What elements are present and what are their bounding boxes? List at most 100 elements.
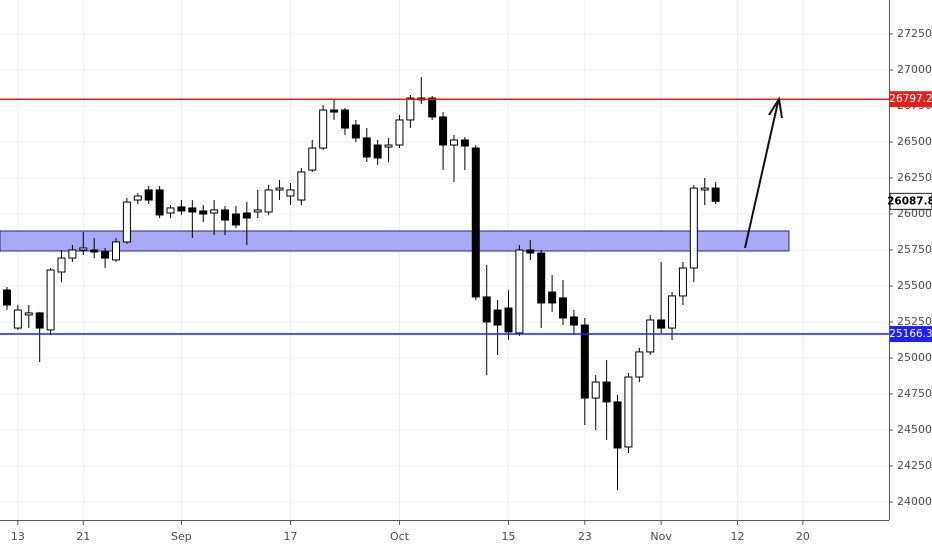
candle-body: [210, 209, 219, 214]
candle-body: [602, 381, 611, 403]
candle-body: [264, 189, 273, 213]
x-tick-label: 17: [283, 530, 297, 543]
y-tick-label: 26250.0: [897, 171, 932, 184]
candle-body: [90, 249, 99, 253]
candle-body: [515, 249, 524, 334]
x-tick-label: 23: [578, 530, 592, 543]
x-tick-label: 15: [501, 530, 515, 543]
x-tick-label: Oct: [390, 530, 410, 543]
price-labels: 26797.2 25166.3 26087.8: [887, 91, 932, 343]
grid: [0, 0, 889, 520]
y-tick-label: 27250.0: [897, 27, 932, 40]
candle-body: [68, 249, 77, 259]
candle-body: [133, 195, 142, 201]
y-tick-label: 25500.0: [897, 279, 932, 292]
candle-body: [384, 144, 393, 148]
candle-body: [112, 241, 121, 261]
candle-body: [613, 401, 622, 449]
zone-layer: [0, 230, 790, 252]
y-tick-label: 24000.0: [897, 495, 932, 508]
x-tick-label: 20: [796, 530, 810, 543]
candle-body: [24, 312, 33, 316]
candle-body: [13, 309, 22, 329]
candle-body: [624, 376, 633, 448]
last-price-label: 26087.8: [887, 195, 932, 207]
candle-body: [646, 319, 655, 353]
price-label: 26797.2: [889, 93, 932, 105]
x-tick-label: Sep: [171, 530, 192, 543]
candle-body: [46, 269, 55, 331]
y-tick-label: 25000.0: [897, 351, 932, 364]
candle-body: [2, 289, 11, 306]
price-label-box: [890, 91, 932, 108]
candle-body: [569, 316, 578, 326]
candle-body: [439, 116, 448, 146]
candle-body: [362, 137, 371, 158]
y-tick-label: 27000.0: [897, 63, 932, 76]
candle-body: [504, 307, 513, 333]
arrow-head: [768, 96, 783, 119]
y-tick-label: 25750.0: [897, 243, 932, 256]
candles: [2, 77, 720, 491]
candle-body: [166, 207, 175, 214]
candle-body: [635, 351, 644, 378]
price-label-box: [890, 326, 932, 343]
candle-body: [668, 295, 677, 329]
x-tick-label: 21: [76, 530, 90, 543]
axes: 24000.0 24250.0 24500.0 24750.0 25000.0 25250…: [11, 27, 932, 543]
candle-body: [428, 97, 437, 118]
x-tick-label: 12: [730, 530, 744, 543]
candle-body: [297, 171, 306, 201]
candle-body: [711, 187, 720, 202]
candle-body: [286, 189, 295, 197]
x-tick-label: 13: [11, 530, 25, 543]
zone: [0, 230, 790, 252]
candle-body: [406, 97, 415, 121]
overlay: [0, 98, 889, 335]
candle-body: [122, 201, 131, 243]
candle-body: [460, 139, 469, 147]
last-price-box: [889, 192, 932, 210]
candle-body: [700, 187, 709, 191]
y-tick-label: 24250.0: [897, 459, 932, 472]
candle-body: [308, 147, 317, 171]
candle-body: [559, 297, 568, 319]
candle-body: [275, 187, 284, 191]
candle-body: [482, 296, 491, 323]
candle-body: [395, 119, 404, 146]
price-label: 25166.3: [889, 328, 932, 340]
candle-body: [471, 147, 480, 298]
y-tick-label: 24750.0: [897, 387, 932, 400]
y-tick-label: 26000.0: [897, 207, 932, 220]
candle-body: [373, 144, 382, 159]
candle-body: [689, 187, 698, 269]
candle-body: [35, 312, 44, 329]
candle-body: [591, 381, 600, 399]
candle-body: [155, 189, 164, 216]
candle-body: [188, 207, 197, 213]
candle-body: [101, 251, 110, 259]
y-tick-label: 26500.0: [897, 135, 932, 148]
y-tick-label: 25250.0: [897, 315, 932, 328]
candle-body: [144, 189, 153, 201]
candle-body: [319, 109, 328, 149]
candle-body: [351, 124, 360, 139]
candle-body: [199, 210, 208, 215]
candle-body: [253, 209, 262, 213]
candle-body: [221, 209, 230, 221]
candle-body: [537, 252, 546, 304]
arrow: [744, 96, 783, 249]
candle-body: [330, 109, 339, 113]
candle-body: [231, 213, 240, 226]
candle-body: [340, 109, 349, 129]
arrow-shaft: [744, 101, 779, 249]
candle-body: [548, 291, 557, 304]
candle-body: [657, 319, 666, 329]
y-tick-label: 24500.0: [897, 423, 932, 436]
x-tick-label: Nov: [650, 530, 672, 543]
candle-body: [449, 139, 458, 146]
candle-body: [526, 249, 535, 254]
candle-body: [79, 247, 88, 251]
